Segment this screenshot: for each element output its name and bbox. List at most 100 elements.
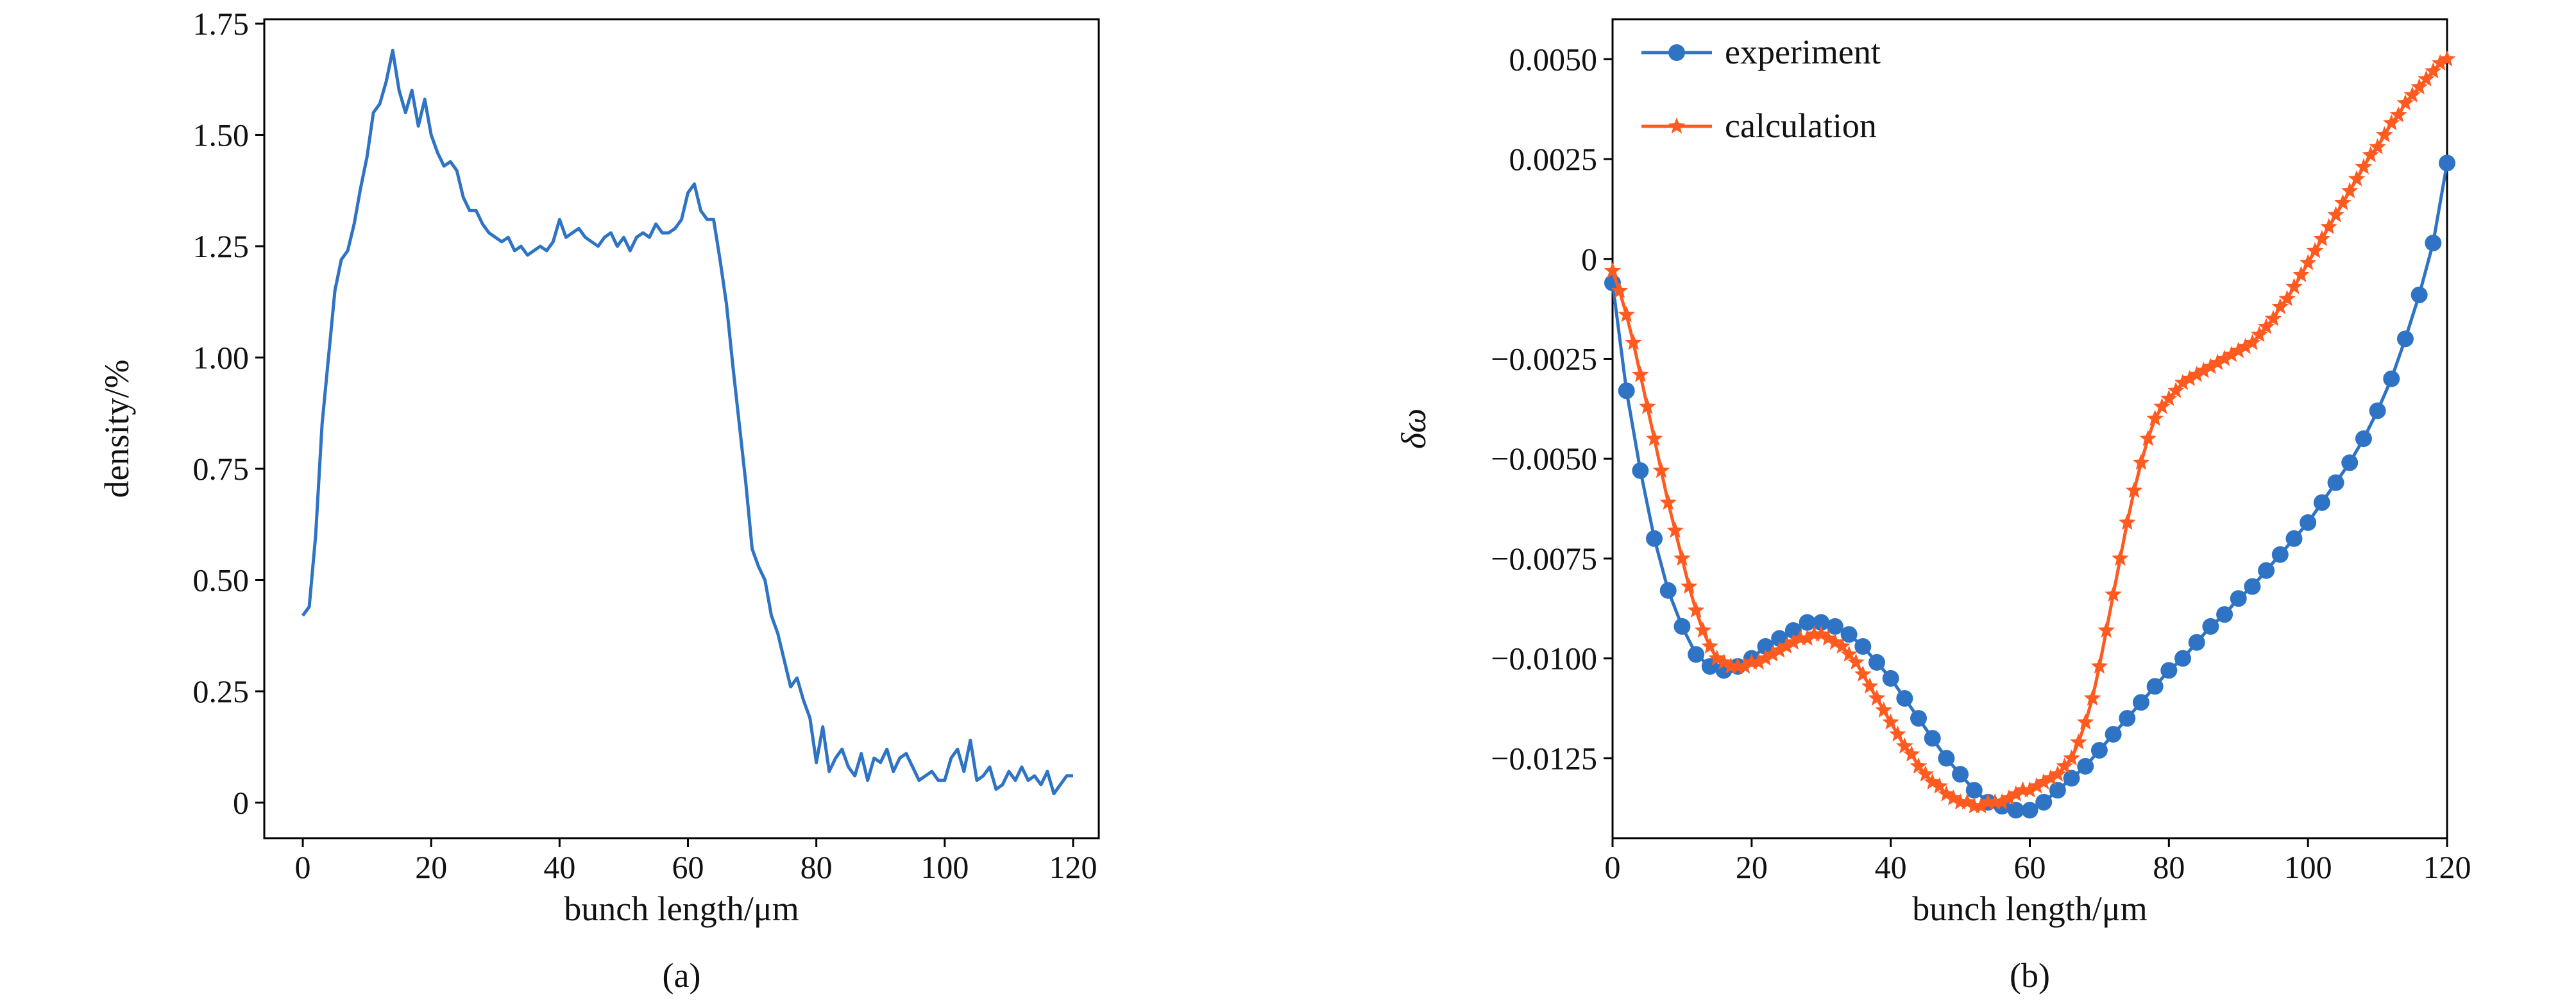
data-point [2028,777,2046,794]
data-point [2355,430,2372,448]
data-point [2348,170,2366,187]
x-tick-label: 100 [920,849,969,885]
data-point [2112,550,2129,566]
data-point [1882,670,1899,687]
y-tick-label: −0.0100 [1491,641,1597,677]
series-line [1611,162,2449,812]
data-point [1674,550,1691,566]
data-point [2334,194,2351,210]
data-point [1917,765,1935,782]
x-tick-label: 80 [2153,849,2185,885]
data-point [2077,757,2094,775]
y-tick-label: 0 [233,784,249,820]
data-point [2341,454,2359,471]
x-tick-label: 40 [543,849,575,885]
data-point [1875,701,1893,718]
data-point [2105,726,2122,743]
data-point [1910,757,1928,774]
data-point [1701,637,1719,654]
data-point [1688,646,1705,663]
data-point [1854,665,1872,682]
y-tick-label: 1.25 [193,228,250,264]
data-point [2425,234,2442,251]
data-point [2278,290,2296,307]
y-tick-label: 0.50 [193,562,250,598]
data-point [1938,750,1955,767]
data-point [2300,514,2317,531]
data-point [2313,494,2330,511]
y-tick-label: −0.0025 [1491,341,1597,376]
data-point [1938,785,1955,802]
data-point [1722,657,1740,674]
y-tick-label: 0.0025 [1509,141,1598,177]
data-point [2439,155,2455,172]
data-point [2362,146,2380,163]
data-point [2188,634,2205,651]
data-point [2230,590,2247,607]
data-point [1868,689,1886,706]
data-point [1666,521,1684,538]
data-point [2083,689,2101,706]
data-point [1931,777,1948,794]
data-point [2244,333,2261,350]
data-point [2327,206,2344,223]
data-point [1777,637,1795,654]
data-point [2271,546,2289,563]
data-point [1952,766,1969,783]
legend-label: calculation [1725,106,1877,145]
data-point [2264,310,2282,326]
data-point [1958,793,1976,810]
data-point [2174,650,2192,667]
series-calculation [1604,50,2456,814]
data-point [1861,677,1879,694]
data-point [1924,773,1941,790]
data-point [1979,793,1997,810]
data-point [1659,582,1677,599]
series-line-0 [301,49,1073,796]
data-point [2320,217,2337,235]
data-point [2007,802,2024,819]
data-point [1812,625,1830,642]
data-point [2244,578,2261,595]
data-point [1625,333,1642,350]
x-tick-label: 0 [1605,849,1621,885]
y-tick-label: 0.0050 [1509,41,1598,77]
data-point [1646,530,1663,547]
data-point [2285,530,2303,547]
data-point [1618,306,1635,323]
data-point [2146,678,2164,695]
data-point [2202,618,2219,635]
chart-a: 0 20 40 60 80 100 120 0 0.25 0.50 0.75 1.00 1.25 1.50… [97,6,1100,995]
data-point [2063,749,2080,766]
x-axis-label: bunch length/μm [564,889,799,928]
series-line [301,49,1073,796]
data-point [2230,342,2248,358]
data-point [2376,126,2393,142]
y-tick-label: −0.0050 [1491,441,1597,476]
data-point [1674,618,1691,635]
data-point [1896,689,1913,707]
data-point [2035,793,2053,811]
data-point [1611,282,1629,298]
data-point [2139,430,2157,446]
chart-caption: (b) [2010,956,2050,995]
data-point [2160,389,2178,407]
x-tick-label: 60 [2014,849,2046,885]
data-point [2125,482,2143,498]
data-point [1771,630,1788,647]
data-point [2313,230,2331,246]
data-point [2327,474,2344,491]
y-tick-label: 0 [1581,241,1597,277]
x-tick-label: 60 [672,849,704,885]
data-point [1770,641,1788,658]
data-point [2383,370,2400,387]
data-point [2438,50,2456,67]
data-point [1896,737,1913,754]
data-point [1840,645,1858,662]
x-tick-label: 20 [415,849,447,885]
x-tick-label: 0 [295,849,311,885]
data-point [2119,710,2136,727]
data-point [2396,94,2414,111]
data-point [1944,789,1962,805]
data-point [2208,353,2226,370]
